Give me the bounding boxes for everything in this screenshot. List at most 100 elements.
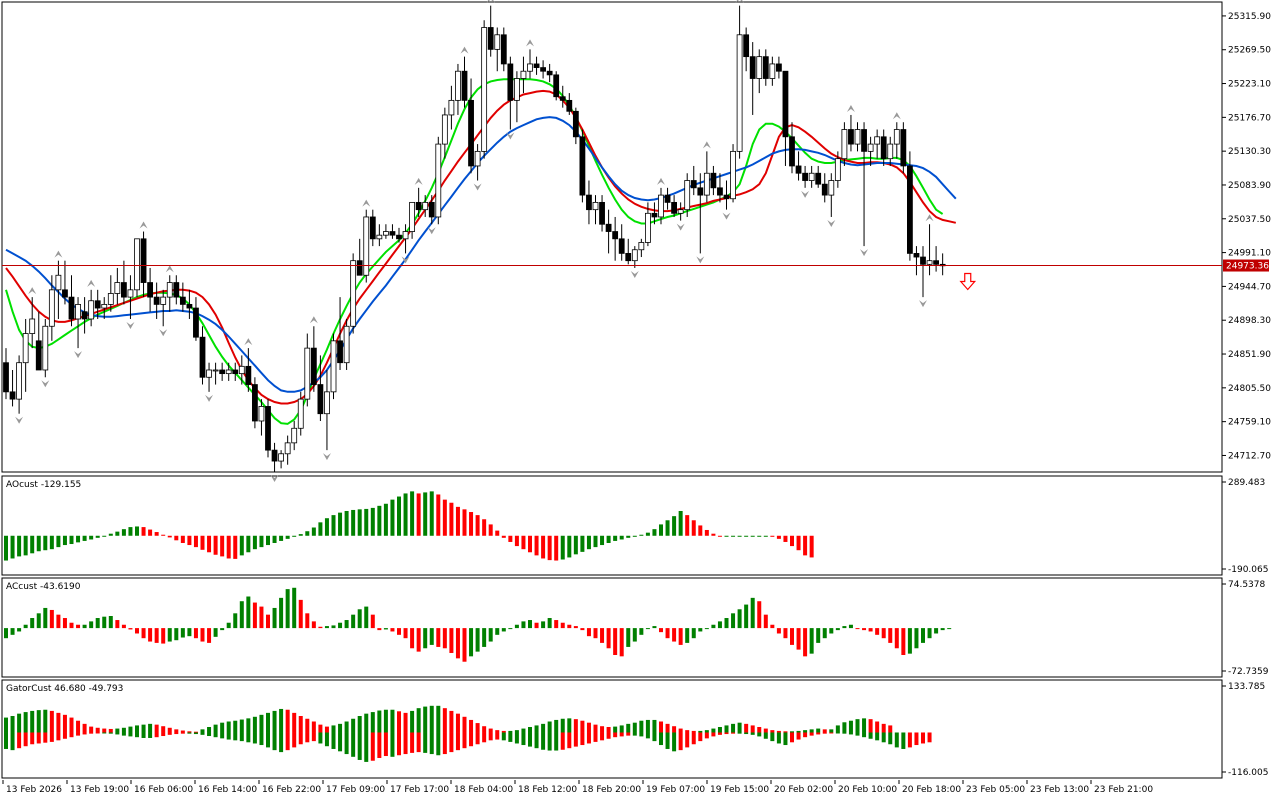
- gator-lower-bar: [36, 732, 41, 744]
- gator-lower-bar: [488, 732, 493, 741]
- candle-body: [55, 274, 62, 291]
- candle-body: [514, 78, 520, 101]
- gator-lower-bar: [128, 732, 133, 737]
- candle-body: [81, 311, 88, 320]
- gator-lower-bar: [423, 732, 428, 753]
- gator-upper-bar: [482, 726, 487, 733]
- ac-histogram-bar: [737, 609, 742, 629]
- gator-upper-bar: [49, 710, 54, 733]
- ac-histogram-bar: [148, 628, 153, 642]
- gator-lower-bar: [102, 732, 107, 734]
- ac-histogram-bar: [174, 628, 179, 641]
- ac-histogram-bar: [397, 628, 401, 635]
- ac-histogram-bar: [338, 622, 343, 629]
- fractal-down-icon: [919, 300, 927, 308]
- gator-lower-bar: [161, 732, 166, 737]
- candle-body: [251, 384, 258, 422]
- ac-histogram-bar: [193, 628, 198, 639]
- gator-lower-bar: [167, 732, 172, 735]
- gator-upper-bar: [645, 719, 650, 733]
- gator-lower-bar: [495, 732, 500, 740]
- gator-lower-bar: [547, 732, 552, 751]
- ac-histogram-bar: [698, 628, 703, 632]
- ao-histogram-bar: [43, 535, 48, 551]
- candle-body: [291, 427, 298, 444]
- ac-histogram-bar: [606, 628, 611, 649]
- ac-histogram-bar: [23, 624, 28, 629]
- ao-histogram-bar: [632, 535, 637, 537]
- candle-body: [586, 194, 592, 211]
- ac-histogram-bar: [259, 606, 264, 629]
- ao-histogram-bar: [311, 527, 316, 536]
- candle-body: [920, 256, 926, 265]
- ao-histogram-bar: [442, 499, 447, 536]
- ac-histogram-bar: [927, 628, 932, 639]
- ac-histogram-bar: [744, 604, 749, 629]
- ao-histogram-bar: [744, 535, 749, 537]
- ac-histogram-bar: [586, 628, 591, 637]
- candle-body: [173, 282, 180, 298]
- candle-body: [22, 333, 29, 364]
- ao-histogram-bar: [180, 535, 185, 543]
- gator-upper-bar: [875, 721, 880, 733]
- gator-lower-bar: [704, 732, 709, 739]
- ao-histogram-bar: [135, 526, 139, 536]
- ao-histogram-bar: [161, 534, 166, 536]
- fractal-down-icon: [827, 219, 836, 227]
- gator-lower-bar: [383, 732, 388, 757]
- gator-upper-bar: [331, 725, 336, 733]
- ao-histogram-bar: [580, 535, 585, 552]
- gator-upper-bar: [560, 718, 565, 733]
- gator-upper-bar: [613, 726, 618, 733]
- gator-upper-bar: [659, 721, 663, 733]
- gator-lower-bar: [672, 732, 677, 752]
- moving-average-ma_slow: [5, 116, 957, 393]
- gator-upper-bar: [207, 726, 212, 733]
- gator-upper-bar: [554, 719, 559, 733]
- gator-upper-bar: [488, 728, 493, 733]
- ac-histogram-bar: [626, 628, 631, 647]
- x-axis-label: 16 Feb 06:00: [134, 785, 193, 795]
- gator-upper-bar: [410, 710, 415, 733]
- candle-body: [212, 369, 219, 372]
- gator-lower-bar: [331, 732, 336, 749]
- gator-upper-bar: [534, 725, 539, 733]
- gator-lower-bar: [731, 732, 736, 734]
- candle-body: [474, 150, 481, 167]
- gator-lower-bar: [901, 732, 906, 749]
- ao-y-tick-label: 289.483: [1228, 478, 1265, 488]
- candle-body: [324, 391, 330, 415]
- candle-body: [828, 180, 835, 196]
- gator-upper-bar: [632, 722, 637, 733]
- gator-upper-bar: [318, 724, 323, 733]
- gator-lower-bar: [514, 732, 519, 744]
- candle-body: [880, 136, 887, 160]
- ao-histogram-bar: [534, 535, 539, 556]
- ac-histogram-bar: [416, 628, 421, 652]
- ao-histogram-bar: [56, 535, 61, 548]
- gator-lower-bar: [698, 732, 703, 742]
- candle-body: [62, 289, 68, 298]
- gator-upper-bar: [521, 728, 526, 733]
- ao-histogram-bar: [593, 535, 598, 548]
- ac-histogram-bar: [383, 628, 388, 630]
- gator-lower-bar: [416, 732, 421, 753]
- gator-upper-bar: [698, 730, 703, 733]
- ao-histogram-bar: [49, 535, 54, 550]
- ao-histogram-bar: [285, 535, 290, 539]
- candle-body: [625, 252, 632, 262]
- candle-body: [441, 114, 448, 145]
- gator-upper-bar: [397, 711, 401, 733]
- candle-body: [199, 336, 206, 378]
- ac-histogram-bar: [475, 628, 480, 652]
- ac-indicator-label: ACcust -43.6190: [6, 582, 81, 592]
- gator-lower-bar: [894, 732, 899, 748]
- gator-lower-bar: [298, 732, 303, 745]
- gator-y-tick-label: 133.785: [1228, 682, 1265, 692]
- gator-upper-bar: [148, 723, 153, 733]
- gator-upper-bar: [23, 712, 28, 733]
- gator-lower-bar: [600, 732, 605, 741]
- gator-upper-bar: [790, 731, 794, 733]
- candle-body: [88, 300, 95, 320]
- ao-histogram-bar: [488, 524, 493, 536]
